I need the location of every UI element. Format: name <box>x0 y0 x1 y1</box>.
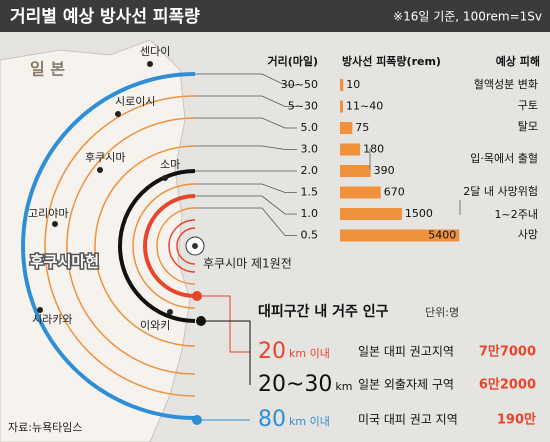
table-header: 거리(마일) <box>267 54 318 68</box>
city-dot <box>167 309 173 315</box>
evac-population: 7만7000 <box>479 344 536 360</box>
dose-label: 180 <box>363 143 384 156</box>
dose-label: 1500 <box>405 207 433 220</box>
map-label: 소마 <box>160 158 180 171</box>
source: 자료:뉴욕타임스 <box>8 421 83 434</box>
dose-bar <box>340 122 353 134</box>
evac-area: 일본 대피 권고지역 <box>358 345 454 359</box>
evac-km: km 이내 <box>289 347 330 360</box>
dose-bar <box>340 79 344 91</box>
leader-line <box>195 145 297 150</box>
leader-line <box>195 73 297 86</box>
radius-arc <box>143 194 196 298</box>
dose-label: 75 <box>355 121 369 134</box>
evac-population: 190만 <box>497 412 536 428</box>
dose-bar <box>340 100 343 113</box>
distance: 3.0 <box>301 143 319 156</box>
evac-distance: 80 <box>258 407 286 432</box>
evac-distance: 20 <box>258 339 286 364</box>
effect: 1~2주내 <box>495 208 538 221</box>
leader-line <box>195 95 297 107</box>
distance: 2.0 <box>301 164 319 177</box>
city-dot <box>147 61 153 67</box>
effect: 입·목에서 출혈 <box>470 151 538 165</box>
note: ※16일 기준, 100rem=1Sv <box>393 10 542 24</box>
evac-population: 6만2000 <box>479 377 536 393</box>
map-label: 후쿠시마현 <box>30 253 99 271</box>
title-bar <box>0 0 550 32</box>
dose-label: 390 <box>374 164 395 177</box>
effect: 사망 <box>518 228 538 241</box>
evac-distance: 20~30 <box>258 372 332 397</box>
leader-line <box>195 195 297 215</box>
evac-unit: 단위:명 <box>425 306 459 319</box>
evac-title: 대피구간 내 거주 인구 <box>258 303 389 320</box>
distance: 5.0 <box>301 121 319 134</box>
city-dot <box>52 221 58 227</box>
table-header: 방사선 피폭량(rem) <box>342 54 441 68</box>
distance: 30~50 <box>281 78 318 91</box>
city-dot <box>162 175 168 181</box>
dose-label: 5400 <box>428 229 456 242</box>
map-label: 일 본 <box>30 60 65 79</box>
effect: 2달 내 사망위험 <box>463 185 538 198</box>
radius-arc <box>94 145 196 347</box>
distance: 1.0 <box>301 207 319 220</box>
distance: 0.5 <box>301 229 319 242</box>
leader-line <box>195 183 297 193</box>
map-label: 센다이 <box>140 45 170 58</box>
evac-km: km 이내 <box>289 415 330 428</box>
effect: 탈모 <box>518 120 538 133</box>
city-dot <box>97 167 103 173</box>
city-dot <box>37 307 43 313</box>
title: 거리별 예상 방사선 피폭량 <box>10 7 200 27</box>
evac-line <box>199 295 250 353</box>
radius-arc <box>118 169 196 323</box>
leader-line <box>195 117 297 129</box>
dose-bar <box>340 186 381 199</box>
map-label: 고리야마 <box>28 207 68 220</box>
effect: 혈액성분 변화 <box>474 77 538 91</box>
leader-line <box>195 207 297 236</box>
radius-arc <box>44 95 196 397</box>
map-label: 시로이시 <box>115 95 155 108</box>
radius-arc <box>66 117 196 375</box>
dose-bar <box>340 229 460 242</box>
map-label: 이와키 <box>140 319 170 332</box>
evac-area: 일본 외출자제 구역 <box>358 378 454 392</box>
dose-label: 10 <box>346 78 360 91</box>
plant-label: 후쿠시마 제1원전 <box>203 257 292 271</box>
city-dot <box>115 111 121 117</box>
distance: 5~30 <box>288 100 318 113</box>
effect: 구토 <box>518 99 538 112</box>
dose-label: 670 <box>384 186 405 199</box>
radius-arc <box>156 207 196 285</box>
table-header: 예상 피해 <box>496 54 540 68</box>
evac-dot <box>192 291 202 301</box>
radius-arc <box>176 227 196 265</box>
evac-line <box>199 320 251 385</box>
dose-bar <box>340 165 371 177</box>
evac-km: km <box>335 380 352 393</box>
evac-area: 미국 대피 권고 지역 <box>358 413 458 427</box>
dose-label: 11~40 <box>346 100 383 113</box>
plant-core <box>192 243 198 249</box>
dose-bar <box>340 208 402 220</box>
map-label: 시라카와 <box>32 313 72 326</box>
distance: 1.5 <box>301 186 319 199</box>
radius-arc <box>21 72 196 420</box>
map-label: 후쿠시마 <box>85 151 125 164</box>
radius-arc <box>168 219 196 273</box>
dose-bar <box>340 143 361 156</box>
radius-arc <box>132 183 196 309</box>
